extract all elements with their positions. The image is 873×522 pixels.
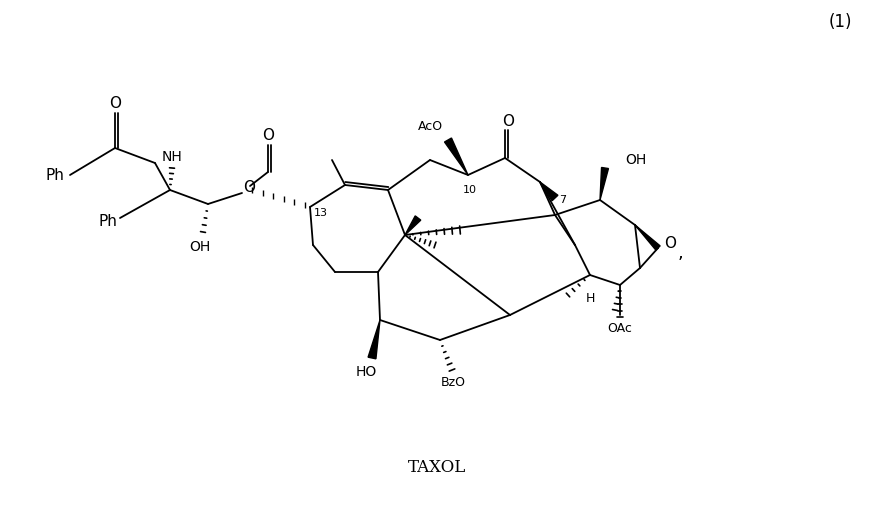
Text: OAc: OAc (608, 322, 632, 335)
Polygon shape (600, 168, 608, 200)
Text: 10: 10 (463, 185, 477, 195)
Text: BzO: BzO (441, 376, 465, 389)
Text: Ph: Ph (45, 168, 65, 183)
Text: O: O (109, 96, 121, 111)
Polygon shape (540, 182, 558, 201)
Text: H: H (585, 291, 595, 304)
Polygon shape (635, 225, 660, 250)
Polygon shape (368, 320, 380, 359)
Polygon shape (444, 138, 468, 175)
Text: 13: 13 (314, 208, 328, 218)
Text: (1): (1) (828, 13, 852, 31)
Text: ,: , (677, 244, 683, 262)
Text: O: O (262, 127, 274, 143)
Text: O: O (502, 113, 514, 128)
Text: HO: HO (355, 365, 376, 379)
Text: NH: NH (162, 150, 182, 164)
Text: 7: 7 (560, 195, 567, 205)
Text: Ph: Ph (99, 215, 118, 230)
Text: AcO: AcO (417, 120, 443, 133)
Text: TAXOL: TAXOL (408, 459, 466, 477)
Polygon shape (405, 216, 421, 235)
Text: O: O (243, 181, 255, 196)
Text: OH: OH (189, 240, 210, 254)
Text: O: O (664, 235, 676, 251)
Text: OH: OH (625, 153, 646, 167)
